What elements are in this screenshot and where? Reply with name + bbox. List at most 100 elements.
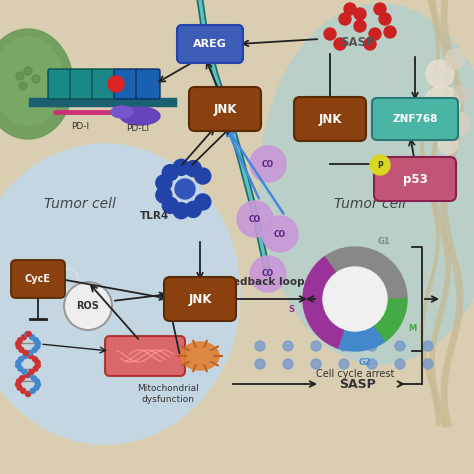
Circle shape [16,72,24,80]
Text: CO: CO [262,270,274,279]
Wedge shape [339,325,385,351]
Text: M: M [408,324,416,333]
Text: p53: p53 [402,173,428,185]
Circle shape [250,256,286,292]
Text: JNK: JNK [188,292,212,306]
Circle shape [16,344,21,349]
FancyBboxPatch shape [136,69,160,99]
Circle shape [19,347,24,352]
FancyBboxPatch shape [70,69,94,99]
Wedge shape [324,247,407,299]
Ellipse shape [260,4,474,364]
Text: Tumor cell: Tumor cell [44,197,116,211]
Circle shape [283,359,293,369]
Ellipse shape [0,29,73,139]
Circle shape [162,164,178,181]
Circle shape [395,341,405,351]
Circle shape [250,146,286,182]
Circle shape [173,203,189,219]
Circle shape [173,159,189,175]
Circle shape [33,357,37,362]
FancyBboxPatch shape [164,277,236,321]
Circle shape [34,385,39,390]
Circle shape [339,13,351,25]
Circle shape [64,282,112,330]
Circle shape [344,3,356,15]
Circle shape [36,382,40,387]
Text: SASP: SASP [340,377,376,391]
Circle shape [446,112,470,136]
Circle shape [34,338,38,343]
Circle shape [262,216,298,252]
Circle shape [454,86,470,102]
Circle shape [162,197,178,213]
Text: SASP: SASP [341,36,375,48]
Circle shape [426,60,454,88]
Circle shape [185,201,201,218]
Text: JNK: JNK [318,112,342,126]
Text: JNK: JNK [213,102,237,116]
Circle shape [354,8,366,20]
Text: Tumor cell: Tumor cell [334,197,406,211]
Circle shape [369,28,381,40]
Circle shape [156,175,172,191]
Ellipse shape [111,106,133,118]
Circle shape [237,201,273,237]
Text: PD-I: PD-I [71,121,89,130]
Text: PD-LI: PD-LI [127,124,150,133]
FancyBboxPatch shape [48,69,72,99]
Circle shape [175,179,195,199]
Circle shape [334,38,346,50]
Circle shape [24,373,29,378]
Circle shape [364,38,376,50]
FancyBboxPatch shape [105,336,185,376]
Circle shape [379,13,391,25]
Circle shape [30,388,35,393]
FancyBboxPatch shape [189,87,261,131]
Circle shape [19,82,27,90]
Circle shape [384,26,396,38]
Circle shape [324,28,336,40]
Text: Mitochondrial
dysfunction: Mitochondrial dysfunction [137,384,199,404]
Circle shape [156,187,172,203]
Text: G2: G2 [359,358,372,367]
Circle shape [35,379,40,384]
Text: S: S [289,304,295,313]
FancyBboxPatch shape [114,69,138,99]
Circle shape [29,369,34,374]
Circle shape [16,360,21,365]
Text: G1: G1 [378,237,391,246]
Circle shape [36,341,40,346]
Circle shape [32,347,37,352]
Circle shape [26,331,31,337]
FancyBboxPatch shape [92,69,116,99]
Circle shape [16,382,20,387]
Circle shape [367,341,377,351]
Circle shape [19,376,25,381]
Circle shape [311,341,321,351]
Circle shape [255,359,265,369]
Circle shape [26,392,30,396]
Text: ROS: ROS [77,301,100,311]
Text: CO: CO [274,229,286,238]
Circle shape [438,134,458,154]
Circle shape [18,357,23,362]
Circle shape [17,379,21,384]
Circle shape [374,3,386,15]
Circle shape [32,75,40,83]
Circle shape [35,360,40,365]
Circle shape [423,359,433,369]
Text: CycE: CycE [25,274,51,284]
Ellipse shape [0,144,240,444]
Ellipse shape [120,107,160,125]
Circle shape [35,363,40,368]
Text: P: P [377,161,383,170]
Circle shape [17,385,22,390]
Circle shape [185,161,201,177]
Circle shape [22,369,27,374]
Circle shape [367,359,377,369]
Circle shape [21,335,27,340]
Circle shape [255,341,265,351]
Text: Cell cycle arrest: Cell cycle arrest [316,369,394,379]
Ellipse shape [181,342,219,370]
